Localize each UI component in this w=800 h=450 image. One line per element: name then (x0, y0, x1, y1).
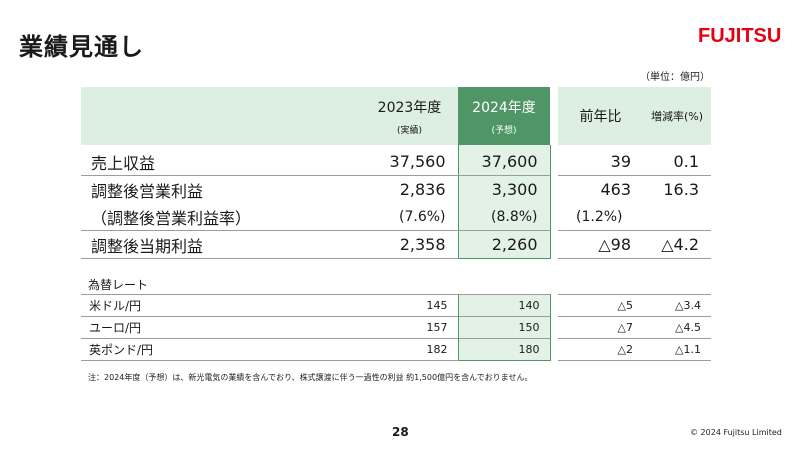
header-2023-sub: (実績) (396, 125, 423, 136)
header-2024: 2024年度 (予想) (458, 87, 550, 145)
unit-label: （単位：億円） (640, 72, 710, 83)
value-2024: 3,300 (457, 175, 551, 203)
header-2024-sub: (予想) (491, 125, 517, 136)
table-row: 調整後当期利益 2,358 2,260 △98 △4.2 (81, 230, 711, 259)
header-2024-year: 2024年度 (472, 99, 536, 116)
header-empty-cell (81, 87, 361, 145)
header-gap (550, 87, 558, 145)
header-rate: 増減率(%) (643, 87, 711, 145)
row-label: 調整後当期利益 (81, 230, 361, 259)
page-title: 業績見通し (19, 33, 144, 61)
logo-text: FUJITSU (698, 25, 782, 47)
value-2024: 2,260 (457, 230, 551, 259)
header-yoy-label: 前年比 (579, 109, 622, 125)
forecast-table: 2023年度 (実績) 2024年度 (予想) 前年比 増減率(%) 売上収益 … (81, 87, 711, 259)
row-label: 調整後営業利益 (91, 181, 204, 201)
table-row: 売上収益 37,560 37,600 39 0.1 (81, 148, 711, 176)
fx-label: 米ドル/円 (81, 294, 361, 317)
value-2023: (7.6%) (361, 203, 458, 231)
value-yoy: (1.2%) (558, 203, 643, 231)
header-rate-label: 増減率(%) (650, 110, 704, 123)
fx-2023: 182 (361, 338, 458, 361)
value-rate: △4.2 (643, 230, 711, 259)
fx-label: 英ポンド/円 (81, 338, 361, 361)
table-row: 米ドル/円 145 140 △5 △3.4 (81, 294, 711, 317)
table-header-row: 2023年度 (実績) 2024年度 (予想) 前年比 増減率(%) (81, 87, 711, 145)
header-2023: 2023年度 (実績) (361, 87, 458, 145)
fx-2023: 145 (361, 294, 458, 317)
fx-yoy: △2 (558, 338, 643, 361)
fx-2024: 180 (457, 338, 551, 361)
fx-yoy: △7 (558, 316, 643, 339)
value-2023: 37,560 (361, 148, 458, 176)
value-2024: 37,600 (457, 148, 551, 176)
table-row: 調整後営業利益 2,836 3,300 463 16.3 (81, 175, 711, 203)
fx-rate: △3.4 (643, 294, 711, 317)
fx-rate: △1.1 (643, 338, 711, 361)
header-yoy: 前年比 (558, 87, 643, 145)
value-2023: 2,358 (361, 230, 458, 259)
value-rate: 16.3 (663, 180, 699, 199)
page-number: 28 (392, 425, 409, 439)
value-rate (643, 203, 711, 231)
fujitsu-logo: FUJITSU (698, 25, 781, 48)
table-row: （調整後営業利益率） (7.6%) (8.8%) (1.2%) (81, 203, 711, 231)
value-rate: 0.1 (643, 148, 711, 176)
fx-rate: △4.5 (643, 316, 711, 339)
fx-2024: 140 (457, 294, 551, 317)
value-yoy: 39 (558, 148, 643, 176)
footnote: 注：2024年度（予想）は、新光電気の業績を含んでおり、株式譲渡に伴う一過性の利… (88, 373, 533, 382)
table-row: ユーロ/円 157 150 △7 △4.5 (81, 316, 711, 339)
fx-2023: 157 (361, 316, 458, 339)
fx-label: ユーロ/円 (81, 316, 361, 339)
fx-section-label: 為替レート (88, 278, 149, 292)
copyright: © 2024 Fujitsu Limited (690, 428, 782, 437)
value-2023: 2,836 (399, 180, 446, 199)
fx-yoy: △5 (558, 294, 643, 317)
row-label: 売上収益 (81, 148, 361, 176)
value-2024: (8.8%) (457, 203, 551, 231)
value-yoy: △98 (558, 230, 643, 259)
header-2023-year: 2023年度 (377, 99, 442, 116)
table-row: 英ポンド/円 182 180 △2 △1.1 (81, 338, 711, 361)
fx-2024: 150 (457, 316, 551, 339)
value-yoy: 463 (600, 180, 631, 199)
fx-table: 米ドル/円 145 140 △5 △3.4 ユーロ/円 157 150 △7 △… (81, 294, 711, 361)
row-label: （調整後営業利益率） (81, 203, 361, 231)
